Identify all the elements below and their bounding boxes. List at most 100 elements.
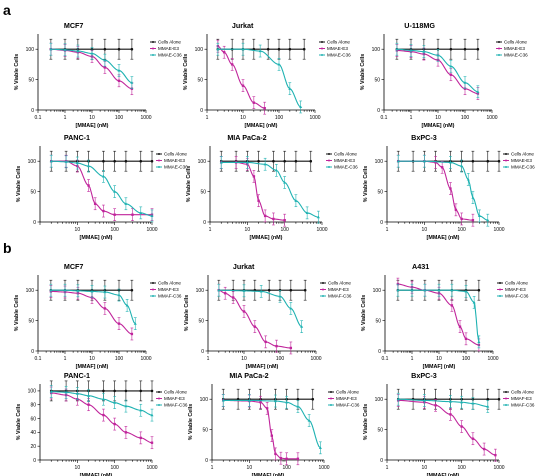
data-point [289,346,293,350]
legend-label: Cells Alone [511,152,534,157]
x-axis-label: [MMAE] (nM) [250,235,283,241]
data-point [471,159,475,163]
chart-title: A431 [412,262,429,271]
data-point [236,397,240,401]
fit-curve [51,391,153,416]
data-point [277,47,281,51]
data-point [252,175,256,178]
data-point [75,392,79,395]
chart-mia-paca-2-b: MIA PaCa-2 1 10 100 1000 0 50 100 [MMAF] (nM) % V… [188,371,360,476]
data-point [464,337,468,341]
data-point [90,51,94,55]
data-point [102,209,105,213]
x-tick-label: 10 [89,115,95,121]
y-tick-label: 100 [28,159,37,165]
legend-label: MMAE-E3 [334,158,355,163]
y-tick-label: 100 [26,47,35,53]
y-tick-label: 100 [198,159,207,165]
series-mmaf-c36 [396,283,481,349]
legend-marker [152,282,154,284]
data-point [471,437,475,440]
legend-marker [505,404,507,406]
legend-label: MMAF-E3 [158,287,179,292]
legend-marker [321,47,323,50]
data-point [449,413,452,416]
data-point [267,288,271,292]
y-tick-label: 50 [202,427,208,433]
x-axis-label: [MMAF] (nM) [427,473,460,476]
data-point [253,325,257,328]
y-tick-label: 100 [375,159,384,165]
data-point [64,160,68,163]
data-point [449,187,452,190]
x-tick-label: 1 [206,115,209,121]
y-tick-label: 0 [31,349,34,355]
data-point [472,300,476,304]
data-point [150,441,154,444]
legend-label: Cells Alone [336,390,359,395]
legend-label: MMAF-C36 [505,294,529,299]
data-point [150,413,154,417]
x-tick-label: 100 [275,115,284,121]
data-point [133,322,137,325]
chart-title: Jurkat [232,21,254,30]
data-point [130,288,134,292]
y-tick-label: 50 [30,189,36,195]
data-point [75,161,79,165]
x-axis-label: [MMAF] (nM) [80,473,113,476]
data-point [309,159,313,163]
data-point [285,400,289,404]
data-point [259,289,263,293]
series-mmaf-e3 [396,394,497,462]
fit-curve [396,49,478,95]
data-point [396,288,400,292]
chart-panc-1-b: PANC-1 10 100 1000 0 20 40 60 80 100 [MMAF] (nM) % … [16,371,188,476]
legend-label: MMAE-E3 [158,46,179,51]
data-point [449,64,453,68]
y-tick-label: 50 [200,189,206,195]
data-point [265,407,269,410]
data-point [150,214,154,218]
data-point [471,196,475,199]
series-mmaf-e3 [221,394,300,466]
data-point [294,199,298,202]
y-tick-label: 0 [31,108,34,114]
legend-marker [505,166,507,168]
data-point [103,307,107,310]
legend-marker [498,47,500,50]
y-tick-label: 40 [30,430,36,436]
chart-title: MCF7 [64,262,84,271]
data-point [423,288,427,292]
x-axis-label: [MMAF] (nM) [76,364,109,370]
data-point [117,293,121,297]
data-point [436,53,440,57]
data-point [130,332,134,336]
legend-marker [152,288,154,291]
legend-marker [505,159,507,162]
data-point [117,68,121,72]
x-tick-label: 1 [386,227,389,233]
legend-marker [328,166,330,168]
data-point [63,48,67,51]
x-tick-label: 10 [245,227,251,233]
x-tick-label: 100 [462,356,471,362]
data-point [263,162,267,166]
data-point [222,51,226,54]
legend-label: Cells Alone [334,152,357,157]
x-tick-label: 100 [457,465,466,471]
series-mmaf-e3 [396,277,481,352]
legend-label: Cells Alone [511,390,534,395]
chart-u-118mg-a: U-118MG 0.1 1 10 100 1000 0 50 100 [MMAE] (nM) % V… [360,21,528,129]
data-point [101,397,105,401]
y-tick-label: 100 [28,389,37,395]
x-axis-label: [MMAE] (nM) [422,123,455,129]
series-mmaf-e3 [49,386,154,450]
data-point [113,213,116,216]
data-point [279,456,283,460]
legend-label: MMAE-C36 [164,165,188,170]
data-point [259,401,262,404]
data-point [139,159,143,163]
